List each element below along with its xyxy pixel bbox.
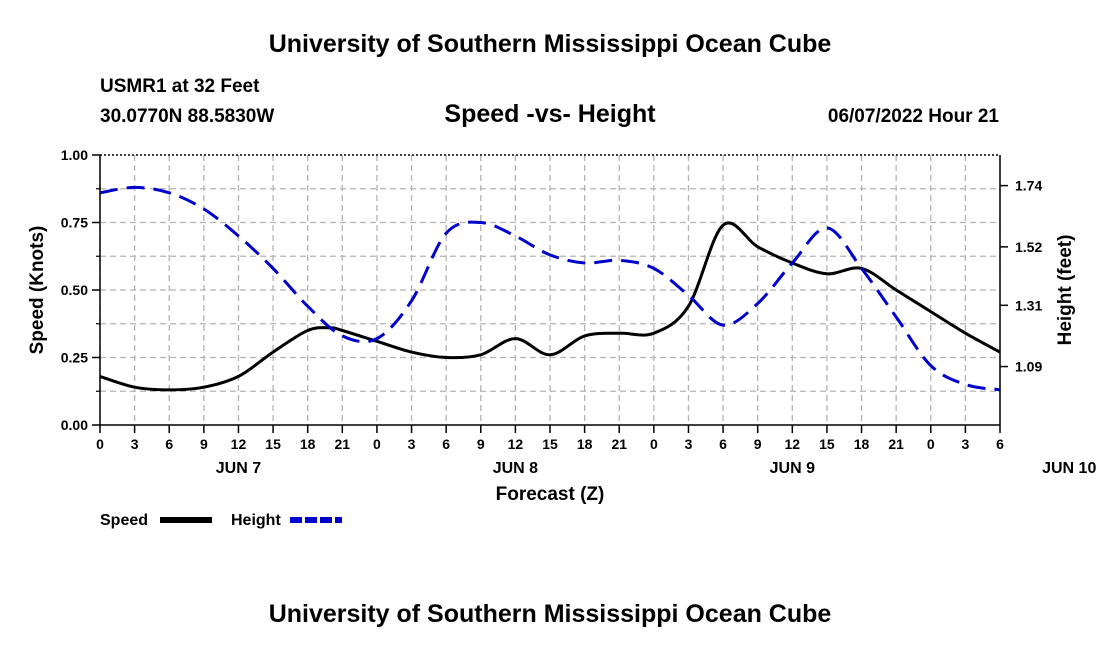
y-right-tick-label: 1.52 xyxy=(1015,239,1042,255)
y-left-tick-label: 0.25 xyxy=(61,350,88,366)
legend-speed-label: Speed xyxy=(100,512,148,529)
x-tick-label: 9 xyxy=(754,436,762,452)
y-right-tick-label: 1.09 xyxy=(1015,359,1042,375)
x-tick-label: 15 xyxy=(542,436,558,452)
y-left-tick-label: 0.75 xyxy=(61,215,88,231)
chart-title-bottom: University of Southern Mississippi Ocean… xyxy=(268,600,832,628)
x-date-label: JUN 10 xyxy=(1042,460,1096,477)
x-tick-label: 0 xyxy=(650,436,658,452)
x-tick-label: 9 xyxy=(477,436,485,452)
y-axis-right-label: Height (feet) xyxy=(1055,235,1076,346)
grid-layer xyxy=(99,155,1001,425)
y-right-tick-label: 1.74 xyxy=(1015,178,1042,194)
y-left-tick-label: 0.50 xyxy=(61,282,88,298)
x-tick-label: 9 xyxy=(200,436,208,452)
y-right-tick-label: 1.31 xyxy=(1015,297,1042,313)
x-tick-label: 12 xyxy=(785,436,801,452)
x-date-label: JUN 7 xyxy=(216,460,261,477)
x-tick-label: 21 xyxy=(888,436,904,452)
x-tick-label: 6 xyxy=(996,436,1004,452)
station-label: USMR1 at 32 Feet xyxy=(100,76,260,97)
x-tick-label: 12 xyxy=(508,436,524,452)
x-tick-label: 18 xyxy=(854,436,870,452)
x-tick-label: 3 xyxy=(961,436,969,452)
x-tick-label: 0 xyxy=(96,436,104,452)
x-tick-label: 15 xyxy=(265,436,281,452)
x-tick-label: 0 xyxy=(373,436,381,452)
chart-title-top: University of Southern Mississippi Ocean… xyxy=(268,30,832,58)
y-left-tick-label: 0.00 xyxy=(61,417,88,433)
y-left-tick-label: 1.00 xyxy=(61,147,88,163)
x-tick-label: 6 xyxy=(719,436,727,452)
height-series-line xyxy=(99,185,1001,392)
x-tick-label: 21 xyxy=(335,436,351,452)
x-date-label: JUN 9 xyxy=(770,460,815,477)
x-tick-label: 0 xyxy=(927,436,935,452)
x-tick-label: 18 xyxy=(300,436,316,452)
coordinates-label: 30.0770N 88.5830W xyxy=(100,106,275,127)
x-tick-label: 3 xyxy=(408,436,416,452)
x-tick-label: 6 xyxy=(165,436,173,452)
x-tick-label: 3 xyxy=(131,436,139,452)
x-tick-label: 3 xyxy=(685,436,693,452)
x-tick-label: 15 xyxy=(819,436,835,452)
series-layer xyxy=(99,185,1001,392)
labels-layer: 0.00 0.25 0.50 0.75 1.00 1.09 1.31 1.52 1.74 0 3 6 9… xyxy=(61,147,1097,477)
x-axis-label: Forecast (Z) xyxy=(496,484,605,505)
speed-series-line xyxy=(99,221,1001,392)
x-tick-label: 6 xyxy=(442,436,450,452)
axes-layer xyxy=(92,154,1008,433)
legend-height-label: Height xyxy=(231,512,281,529)
y-axis-left-label: Speed (Knots) xyxy=(27,226,48,355)
x-date-label: JUN 8 xyxy=(493,460,538,477)
x-tick-label: 12 xyxy=(231,436,247,452)
forecast-datetime: 06/07/2022 Hour 21 xyxy=(827,106,999,127)
x-tick-label: 21 xyxy=(611,436,627,452)
chart-subtitle: Speed -vs- Height xyxy=(444,100,656,128)
x-tick-label: 18 xyxy=(577,436,593,452)
